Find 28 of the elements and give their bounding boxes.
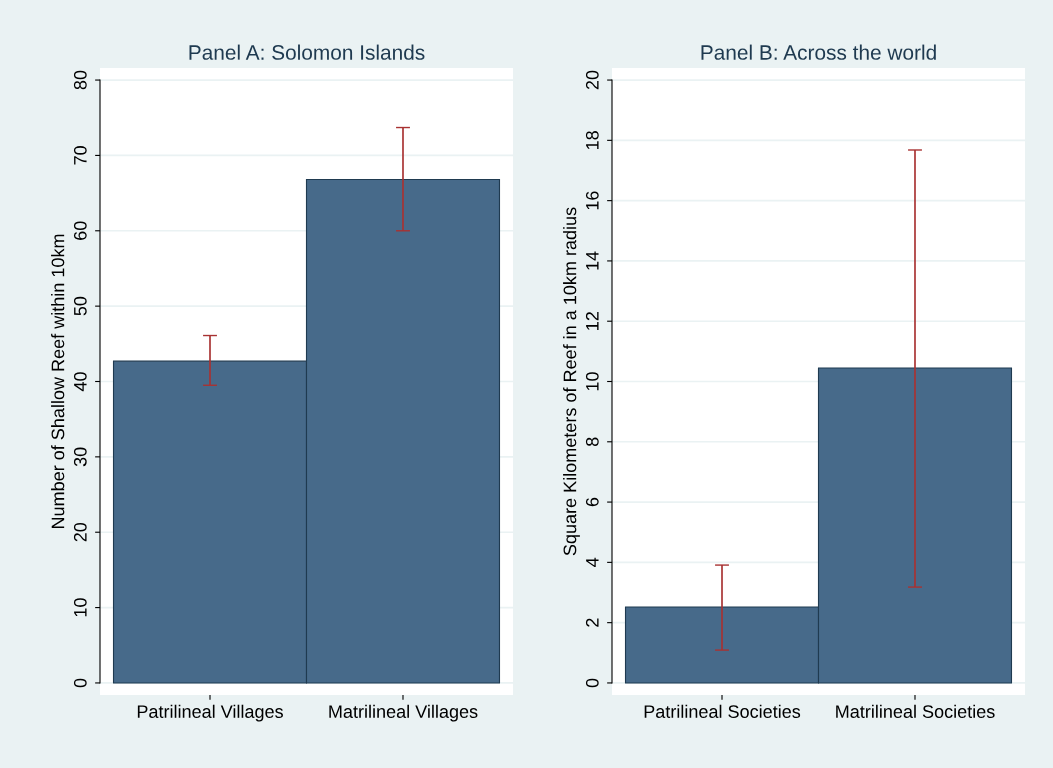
y-tick-label: 20: [585, 70, 599, 90]
x-tick-label: Patrilineal Societies: [644, 704, 801, 718]
y-tick-label: 2: [585, 618, 599, 627]
chart-title: Panel B: Across the world: [701, 44, 936, 60]
y-tick-label: 20: [73, 522, 87, 542]
y-tick-label: 60: [73, 221, 87, 240]
x-tick-label: Matrilineal Societies: [836, 704, 995, 718]
y-tick-label: 50: [73, 296, 87, 316]
y-tick-label: 10: [73, 598, 87, 617]
x-tick-label: Patrilineal Villages: [137, 704, 283, 722]
y-tick-label: 40: [73, 372, 87, 392]
y-tick-label: 6: [585, 497, 599, 507]
y-tick-label: 14: [586, 251, 599, 270]
y-tick-label: 12: [585, 312, 599, 330]
y-tick-label: 8: [585, 437, 599, 447]
y-tick-label: 0: [585, 678, 599, 688]
y-tick-label: 18: [585, 131, 599, 150]
y-tick-label: 80: [73, 70, 87, 90]
y-tick-label: 70: [73, 146, 87, 165]
x-tick-label: Matrilineal Villages: [329, 704, 478, 722]
y-tick-label: 0: [73, 678, 87, 688]
y-tick-label: 10: [585, 372, 599, 391]
y-tick-label: 16: [585, 191, 599, 210]
y-axis-title: Square Kilometers of Reef in a 10km radius: [563, 207, 580, 556]
y-axis-title: Number of Shallow Reef within 10km: [51, 234, 65, 529]
y-tick-label: 30: [73, 447, 87, 467]
y-tick-label: 4: [586, 557, 599, 567]
chart-title: Panel A: Solomon Islands: [189, 44, 425, 60]
